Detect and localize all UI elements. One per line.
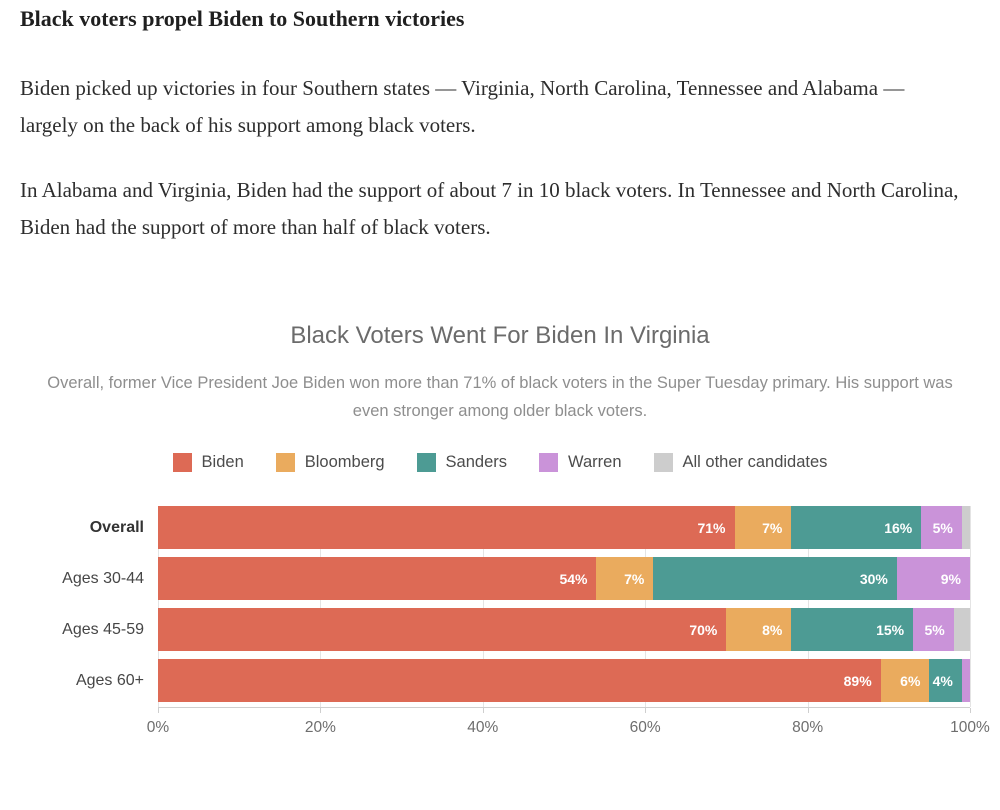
stacked-bar-chart: Black Voters Went For Biden In Virginia …	[20, 321, 990, 742]
chart-row: Ages 45-59 70% 8% 15% 5%	[20, 608, 980, 651]
bar-value-label: 5%	[932, 519, 953, 536]
bar-segment-all-other-candidates	[961, 506, 970, 549]
legend-label: Bloomberg	[304, 453, 385, 471]
row-label: Overall	[89, 518, 144, 536]
chart-plot-area: Overall 71% 7% 16% 5% Ages 30-44 54% 7% 30% 9% Age…	[20, 506, 990, 742]
legend-item-sanders: Sanders	[416, 453, 508, 472]
axis-tick	[482, 708, 484, 713]
bar-stack: 54% 7% 30% 9%	[158, 557, 970, 600]
legend-item-all-other-candidates: All other candidates	[653, 453, 828, 472]
bar-segment-bloomberg: 6%	[880, 659, 930, 702]
chart-row: Ages 30-44 54% 7% 30% 9%	[20, 557, 980, 600]
legend-item-bloomberg: Bloomberg	[275, 453, 385, 472]
row-label: Ages 60+	[75, 671, 144, 689]
bar-value-label: 7%	[624, 570, 645, 587]
axis-tick	[320, 708, 322, 713]
axis-tick	[645, 708, 647, 713]
bar-segment-bloomberg: 8%	[726, 608, 792, 651]
legend-label: Biden	[201, 453, 244, 471]
axis-tick	[970, 708, 971, 713]
bar-segment-biden: 89%	[158, 659, 881, 702]
bar-value-label: 54%	[559, 570, 588, 587]
bar-value-label: 71%	[697, 519, 726, 536]
legend-label: Warren	[568, 453, 622, 471]
axis-tick	[158, 708, 159, 713]
bar-stack: 89% 6% 4%	[158, 659, 970, 702]
bar-value-label: 7%	[762, 519, 783, 536]
bar-value-label: 16%	[884, 519, 913, 536]
bar-segment-sanders: 30%	[653, 557, 897, 600]
legend-label: Sanders	[445, 453, 508, 471]
row-label: Ages 30-44	[62, 569, 144, 587]
article-paragraph-2: In Alabama and Virginia, Biden had the s…	[20, 178, 959, 239]
bar-value-label: 30%	[859, 570, 888, 587]
axis-tick-label: 80%	[792, 719, 824, 736]
bar-stack: 71% 7% 16% 5%	[158, 506, 970, 549]
legend-swatch-bloomberg	[275, 453, 295, 472]
row-label: Ages 45-59	[62, 620, 144, 638]
bar-segment-warren: 9%	[896, 557, 970, 600]
legend-swatch-all-other-candidates	[653, 453, 673, 472]
chart-title: Black Voters Went For Biden In Virginia	[290, 322, 710, 349]
bar-segment-biden: 70%	[158, 608, 727, 651]
bar-value-label: 89%	[843, 672, 872, 689]
axis-tick-label: 100%	[950, 719, 990, 736]
legend-swatch-warren	[539, 453, 559, 472]
axis-tick-label: 20%	[304, 719, 336, 736]
bar-value-label: 4%	[932, 672, 953, 689]
bar-value-label: 15%	[876, 621, 905, 638]
axis-tick-label: 60%	[629, 719, 661, 736]
bar-value-label: 5%	[924, 621, 945, 638]
chart-row: Overall 71% 7% 16% 5%	[20, 506, 980, 549]
bar-segment-warren: 5%	[913, 608, 954, 651]
bar-rows: Overall 71% 7% 16% 5% Ages 30-44 54% 7% 30% 9% Age…	[20, 506, 980, 702]
bar-value-label: 8%	[762, 621, 783, 638]
article-paragraph-1: Biden picked up victories in four Southe…	[20, 76, 905, 137]
legend-label: All other candidates	[682, 453, 828, 471]
chart-subtitle: Overall, former Vice President Joe Biden…	[47, 374, 953, 420]
bar-stack: 70% 8% 15% 5%	[158, 608, 970, 651]
bar-segment-sanders: 15%	[791, 608, 914, 651]
bar-value-label: 9%	[940, 570, 961, 587]
bar-segment-warren: 5%	[921, 506, 962, 549]
legend-item-biden: Biden	[172, 453, 244, 472]
article-headline: Black voters propel Biden to Southern vi…	[20, 6, 465, 31]
bar-segment-biden: 71%	[158, 506, 735, 549]
bar-segment-warren	[961, 659, 970, 702]
bar-segment-biden: 54%	[158, 557, 597, 600]
axis-tick	[807, 708, 809, 713]
bar-segment-sanders: 4%	[929, 659, 962, 702]
x-axis: 0% 20% 40% 60% 80% 100%	[147, 707, 990, 742]
axis-tick-label: 40%	[467, 719, 499, 736]
bar-value-label: 6%	[900, 672, 921, 689]
article-page: Black voters propel Biden to Southern vi…	[0, 4, 1000, 742]
bar-segment-bloomberg: 7%	[596, 557, 654, 600]
legend-item-warren: Warren	[539, 453, 622, 472]
bar-value-label: 70%	[689, 621, 718, 638]
legend-swatch-sanders	[416, 453, 436, 472]
axis-tick-label: 0%	[146, 719, 170, 736]
legend-swatch-biden	[172, 453, 192, 472]
bar-segment-all-other-candidates	[953, 608, 970, 651]
bar-segment-sanders: 16%	[791, 506, 922, 549]
bar-segment-bloomberg: 7%	[734, 506, 792, 549]
chart-legend: Biden Bloomberg Sanders Warren All other can…	[20, 453, 980, 472]
chart-row: Ages 60+ 89% 6% 4%	[20, 659, 980, 702]
